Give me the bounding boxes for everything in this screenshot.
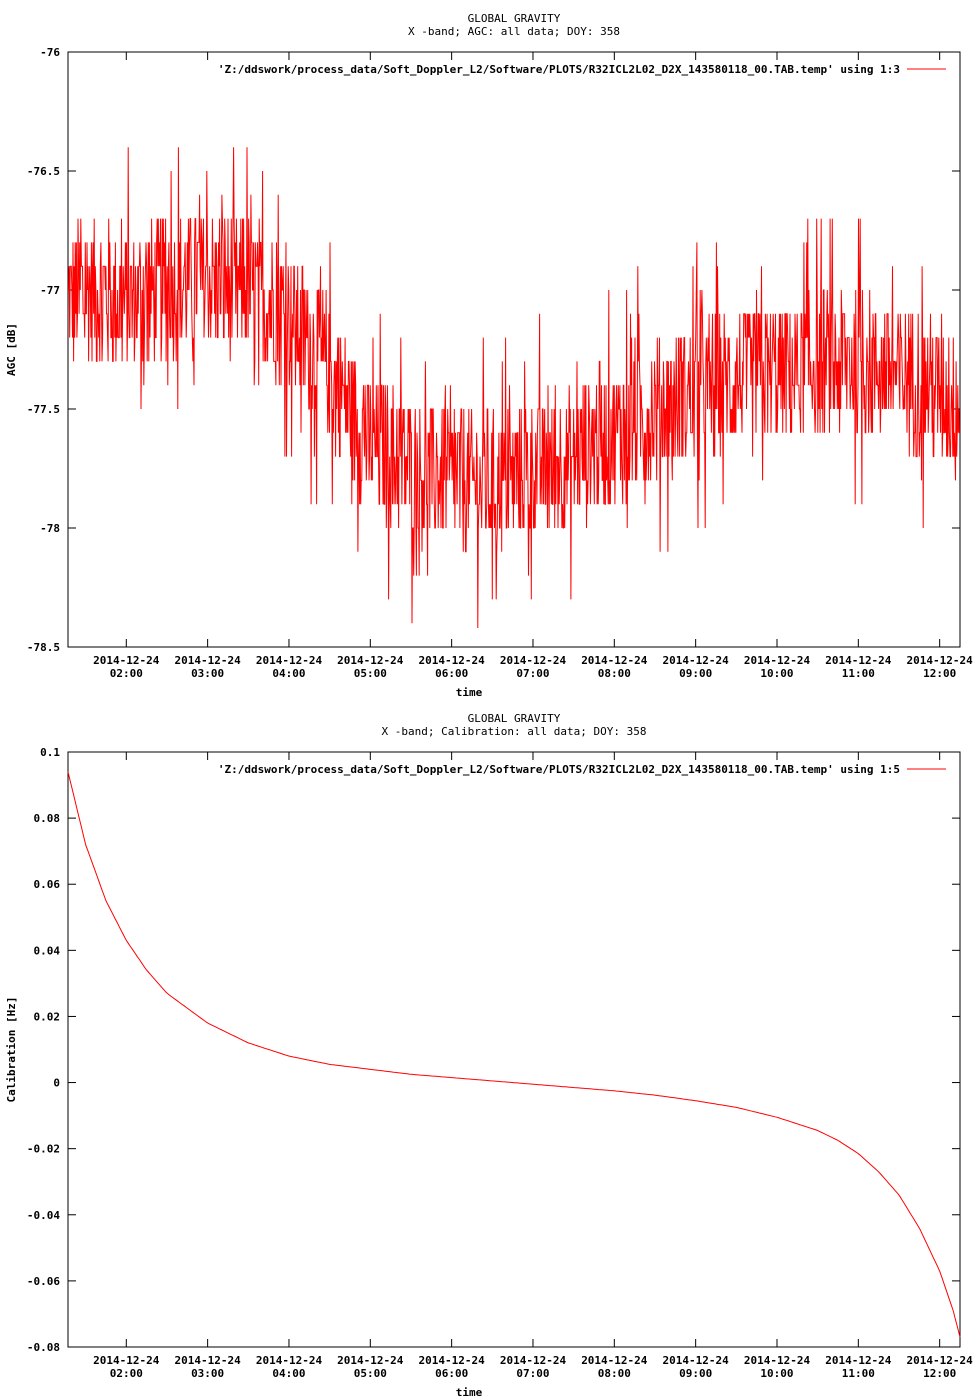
x-tick-label-time: 08:00 [598, 1367, 631, 1380]
x-tick-label-date: 2014-12-24 [581, 1354, 648, 1367]
y-axis-label: AGC [dB] [5, 323, 18, 376]
x-tick-label-date: 2014-12-24 [744, 654, 811, 667]
y-tick-label: -76 [40, 46, 60, 59]
chart-subtitle: X -band; AGC: all data; DOY: 358 [408, 25, 620, 38]
chart-subtitle: X -band; Calibration: all data; DOY: 358 [382, 725, 647, 738]
x-tick-label-time: 07:00 [516, 1367, 549, 1380]
x-tick-label-date: 2014-12-24 [825, 1354, 892, 1367]
x-tick-label-time: 02:00 [110, 1367, 143, 1380]
x-tick-label-time: 05:00 [354, 1367, 387, 1380]
y-tick-label: -0.04 [27, 1209, 60, 1222]
x-tick-label-date: 2014-12-24 [419, 654, 486, 667]
x-tick-label-time: 07:00 [516, 667, 549, 680]
x-tick-label-time: 09:00 [679, 667, 712, 680]
x-tick-label-date: 2014-12-24 [907, 654, 974, 667]
y-tick-label: -0.06 [27, 1275, 60, 1288]
x-tick-label-time: 05:00 [354, 667, 387, 680]
x-tick-label-time: 10:00 [760, 667, 793, 680]
series-line-1 [67, 771, 961, 1338]
x-tick-label-date: 2014-12-24 [175, 1354, 242, 1367]
x-tick-label-date: 2014-12-24 [500, 654, 567, 667]
x-tick-label-date: 2014-12-24 [93, 654, 160, 667]
x-tick-label-date: 2014-12-24 [337, 654, 404, 667]
x-tick-label-date: 2014-12-24 [256, 1354, 323, 1367]
y-tick-label: 0.02 [34, 1010, 61, 1023]
y-tick-label: 0 [53, 1077, 60, 1090]
y-tick-label: -77 [40, 284, 60, 297]
x-axis-label: time [456, 686, 483, 699]
chart-title: GLOBAL GRAVITY [468, 712, 561, 725]
legend-label: 'Z:/ddswork/process_data/Soft_Doppler_L2… [218, 63, 900, 76]
x-tick-label-date: 2014-12-24 [500, 1354, 567, 1367]
x-tick-label-time: 08:00 [598, 667, 631, 680]
x-tick-label-date: 2014-12-24 [663, 1354, 730, 1367]
x-tick-label-time: 04:00 [272, 667, 305, 680]
y-tick-label: -0.08 [27, 1341, 60, 1354]
x-tick-label-time: 12:00 [923, 1367, 956, 1380]
x-tick-label-time: 06:00 [435, 1367, 468, 1380]
y-tick-label: 0.04 [34, 944, 61, 957]
x-tick-label-date: 2014-12-24 [175, 654, 242, 667]
x-tick-label-date: 2014-12-24 [419, 1354, 486, 1367]
y-tick-label: -78 [40, 522, 60, 535]
x-tick-label-date: 2014-12-24 [825, 654, 892, 667]
x-tick-label-date: 2014-12-24 [907, 1354, 974, 1367]
x-tick-label-date: 2014-12-24 [581, 654, 648, 667]
x-tick-label-time: 09:00 [679, 1367, 712, 1380]
y-tick-label: -0.02 [27, 1143, 60, 1156]
x-tick-label-date: 2014-12-24 [93, 1354, 160, 1367]
x-tick-label-time: 11:00 [842, 1367, 875, 1380]
x-tick-label-time: 03:00 [191, 667, 224, 680]
y-tick-label: 0.06 [34, 878, 61, 891]
y-tick-label: 0.1 [40, 746, 60, 759]
plot-frame [67, 51, 961, 648]
x-tick-label-time: 02:00 [110, 667, 143, 680]
chart-title: GLOBAL GRAVITY [468, 12, 561, 25]
y-tick-label: 0.08 [34, 812, 61, 825]
y-tick-label: -77.5 [27, 403, 60, 416]
x-axis-label: time [456, 1386, 483, 1399]
x-tick-label-time: 12:00 [923, 667, 956, 680]
y-axis-label: Calibration [Hz] [5, 997, 18, 1103]
plot-frame [67, 751, 961, 1348]
x-tick-label-time: 11:00 [842, 667, 875, 680]
series-line-1 [68, 147, 960, 629]
legend-label: 'Z:/ddswork/process_data/Soft_Doppler_L2… [218, 763, 900, 776]
x-tick-label-date: 2014-12-24 [744, 1354, 811, 1367]
x-tick-label-time: 04:00 [272, 1367, 305, 1380]
x-tick-label-time: 10:00 [760, 1367, 793, 1380]
x-tick-label-time: 06:00 [435, 667, 468, 680]
y-tick-label: -76.5 [27, 165, 60, 178]
y-tick-label: -78.5 [27, 641, 60, 654]
x-tick-label-time: 03:00 [191, 1367, 224, 1380]
x-tick-label-date: 2014-12-24 [256, 654, 323, 667]
x-tick-label-date: 2014-12-24 [663, 654, 730, 667]
x-tick-label-date: 2014-12-24 [337, 1354, 404, 1367]
